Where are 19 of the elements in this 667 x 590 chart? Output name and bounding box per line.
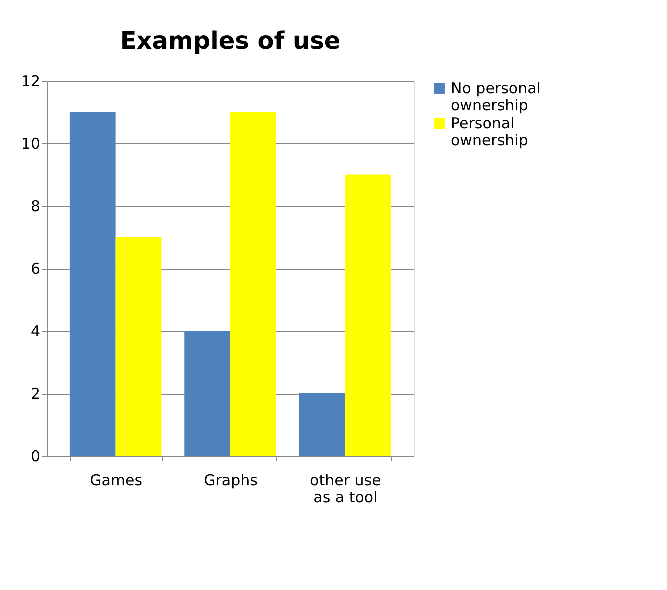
chart-title: Examples of use: [120, 27, 341, 55]
y-tick-label: 8: [30, 198, 40, 216]
bar: [299, 394, 346, 456]
y-tick-label: 10: [21, 135, 40, 153]
y-tick-label: 0: [30, 448, 40, 466]
bar: [70, 112, 116, 456]
y-tick-label: 2: [30, 385, 40, 403]
bar: [345, 174, 392, 456]
bar: [116, 237, 162, 456]
x-tick-label: Games: [90, 472, 143, 490]
y-tick-label: 6: [30, 260, 40, 278]
x-tick-label: Graphs: [204, 472, 258, 490]
y-tick-label: 4: [30, 322, 40, 340]
bar: [184, 331, 230, 456]
x-tick-label: other use as a tool: [310, 472, 382, 506]
y-tick-label: 12: [21, 72, 40, 90]
legend-label: No personal ownership: [451, 80, 541, 114]
bar: [230, 112, 276, 456]
legend-label: Personal ownership: [451, 114, 528, 150]
